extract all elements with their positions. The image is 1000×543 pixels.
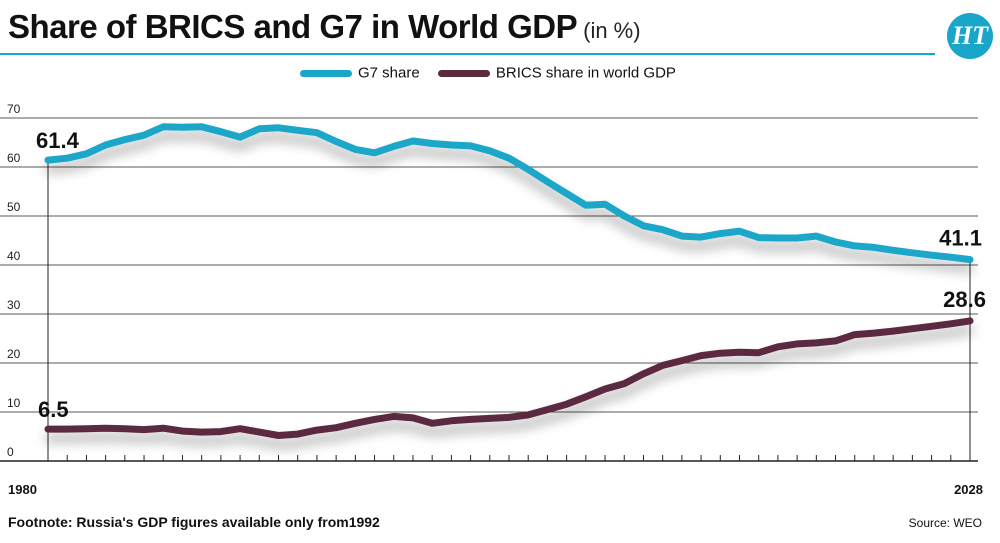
legend-label-brics: BRICS share in world GDP <box>495 64 676 82</box>
legend-swatch-brics <box>437 69 490 77</box>
y-tick-label: 40 <box>7 249 21 263</box>
series-layer <box>44 123 974 439</box>
annotation-g7-end: 41.1 <box>939 226 982 251</box>
y-tick-label: 30 <box>7 298 21 312</box>
legend-item-brics: BRICS share in world GDP <box>437 64 676 82</box>
legend-label-g7: G7 share <box>358 64 420 82</box>
legend-item-g7: G7 share <box>300 64 420 82</box>
footnote: Footnote: Russia's GDP figures available… <box>8 514 380 530</box>
chart-legend: G7 share BRICS share in world GDP <box>300 64 690 82</box>
y-tick-label: 60 <box>7 151 21 165</box>
series-line-g7 <box>44 123 974 264</box>
chart-title-group: Share of BRICS and G7 in World GDP (in %) <box>8 8 641 46</box>
y-axis-ticks: 0 10 20 30 40 50 60 70 <box>7 102 21 459</box>
legend-swatch-g7 <box>300 69 352 77</box>
annotation-layer: 61.4 41.1 6.5 28.6 <box>36 128 986 422</box>
x-tick-label: 2028 <box>954 482 983 497</box>
y-tick-label: 10 <box>7 396 21 410</box>
y-tick-label: 70 <box>7 102 21 116</box>
annotation-g7-start: 61.4 <box>36 128 80 153</box>
title-divider <box>0 53 935 55</box>
y-tick-label: 20 <box>7 347 21 361</box>
ht-logo: HT <box>947 13 993 59</box>
x-tick-label: 1980 <box>8 482 37 497</box>
source-note: Source: WEO <box>908 516 982 530</box>
chart-title: Share of BRICS and G7 in World GDP <box>8 8 578 45</box>
chart-unit: (in %) <box>583 18 641 43</box>
line-chart: 0 10 20 30 40 50 60 70 1980 2028 61.4 41.1 6.5 28.6 <box>0 102 986 497</box>
y-tick-label: 50 <box>7 200 21 214</box>
annotation-brics-end: 28.6 <box>943 287 986 312</box>
y-tick-label: 0 <box>7 445 14 459</box>
grid-layer <box>0 117 978 462</box>
x-axis-ticks: 1980 2028 <box>8 160 983 497</box>
annotation-brics-start: 6.5 <box>38 397 69 422</box>
series-line-brics <box>44 317 974 439</box>
logo-text: HT <box>951 21 989 50</box>
